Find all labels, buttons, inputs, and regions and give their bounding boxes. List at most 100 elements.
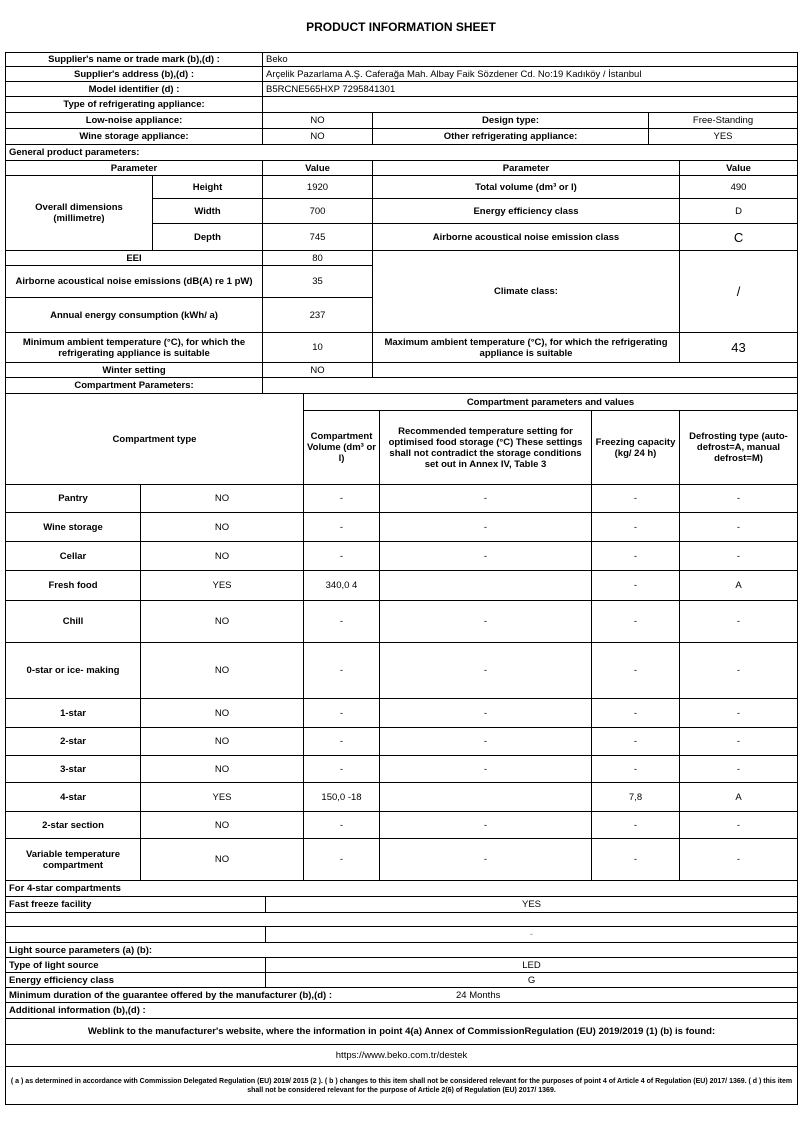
compartment-volume: - xyxy=(303,512,380,542)
compartment-defrost: - xyxy=(679,600,798,643)
footnote: ( a ) as determined in accordance with C… xyxy=(4,1066,799,1105)
light-eec-label: Energy efficiency class xyxy=(5,972,266,988)
compartment-present: NO xyxy=(140,727,304,756)
model-label: Model identifier (d) : xyxy=(5,81,263,97)
total-volume-value: 490 xyxy=(678,175,799,199)
compartment-temperature: - xyxy=(379,642,592,699)
value-header-2: Value xyxy=(678,160,799,176)
width-value: 700 xyxy=(262,198,373,224)
compartment-row: Fresh food YES 340,0 4 -A xyxy=(5,570,798,601)
param-header-2: Parameter xyxy=(372,160,680,176)
compartment-defrost: - xyxy=(679,811,798,839)
winter-setting-label: Winter setting xyxy=(5,362,263,378)
additional-table: For 4-star compartments Fast freeze faci… xyxy=(4,880,799,1105)
weblink-label: Weblink to the manufacturer's website, w… xyxy=(4,1018,799,1045)
compartment-present: NO xyxy=(140,642,304,699)
noise-class-label: Airborne acoustical noise emission class xyxy=(372,223,680,251)
compartment-name: Wine storage xyxy=(5,512,141,542)
compartment-name: 4-star xyxy=(5,782,141,812)
compartment-freezing: - xyxy=(591,570,680,601)
compartment-present: NO xyxy=(140,811,304,839)
compartment-name: Chill xyxy=(5,600,141,643)
compartment-freezing: - xyxy=(591,541,680,571)
compartment-row: Wine storage NO - - - - xyxy=(5,512,798,542)
compartment-name: Fresh food xyxy=(5,570,141,601)
compartment-row: 2-star NO - - - - xyxy=(5,727,798,756)
compartment-row: Chill NO - - - - xyxy=(5,600,798,643)
noise-class-value: C xyxy=(678,223,799,251)
depth-value: 745 xyxy=(262,223,373,251)
temperature-header: Recommended temperature setting for opti… xyxy=(379,410,592,485)
compartment-freezing: - xyxy=(591,755,680,783)
compartment-present: NO xyxy=(140,512,304,542)
compartment-temperature: - xyxy=(379,484,592,513)
param-header: Parameter xyxy=(5,160,263,176)
guarantee-value: 24 Months xyxy=(456,990,501,1001)
supplier-and-general-table: Supplier's name or trade mark (b),(d) :B… xyxy=(4,52,799,394)
guarantee-label: Minimum duration of the guarantee offere… xyxy=(9,990,333,1001)
compartment-freezing: - xyxy=(591,838,680,881)
compartment-volume: - xyxy=(303,600,380,643)
compartment-freezing: 7,8 xyxy=(591,782,680,812)
compartment-name: 1-star xyxy=(5,698,141,728)
compartment-temperature: - xyxy=(379,541,592,571)
low-noise-value: NO xyxy=(262,112,373,129)
compartment-defrost: - xyxy=(679,838,798,881)
compartment-row: 0-star or ice- making NO - - - - xyxy=(5,642,798,699)
eei-value: 80 xyxy=(262,250,373,266)
compartment-defrost: - xyxy=(679,698,798,728)
compartment-volume: - xyxy=(303,811,380,839)
value-header: Value xyxy=(262,160,373,176)
general-params-label: General product parameters: xyxy=(4,144,799,161)
compartment-freezing: - xyxy=(591,600,680,643)
additional-info-label: Additional information (b),(d) : xyxy=(4,1002,799,1019)
compartment-present: NO xyxy=(140,600,304,643)
compartment-present: YES xyxy=(140,782,304,812)
compartment-freezing: - xyxy=(591,512,680,542)
compartment-present: NO xyxy=(140,484,304,513)
light-type-label: Type of light source xyxy=(5,957,266,973)
compartment-params-label: Compartment Parameters: xyxy=(5,377,263,394)
compartment-temperature: - xyxy=(379,727,592,756)
height-value: 1920 xyxy=(262,175,373,199)
compartment-row: 4-star YES 150,0 -18 7,8 A xyxy=(5,782,798,812)
width-label: Width xyxy=(152,198,263,224)
other-appliance-label: Other refrigerating appliance: xyxy=(372,128,649,145)
compartment-defrost: A xyxy=(679,782,798,812)
compartment-volume: - xyxy=(303,541,380,571)
fast-freeze-value: YES xyxy=(264,896,799,913)
compartment-name: Cellar xyxy=(5,541,141,571)
compartment-row: 2-star section NO - - - - xyxy=(5,811,798,839)
compartment-present: YES xyxy=(140,570,304,601)
compartment-temperature: - xyxy=(379,600,592,643)
compartment-name: 2-star section xyxy=(5,811,141,839)
eec-value: D xyxy=(678,198,799,224)
compartment-temperature: - xyxy=(379,838,592,881)
compartment-row: 3-star NO - - - - xyxy=(5,755,798,783)
compartment-name: 2-star xyxy=(5,727,141,756)
volume-header: Compartment Volume (dm³ or l) xyxy=(303,410,380,485)
appliance-type-label: Type of refrigerating appliance: xyxy=(5,96,263,113)
compartment-defrost: A xyxy=(679,570,798,601)
compartment-type-header: Compartment type xyxy=(5,393,304,485)
wine-storage-value: NO xyxy=(262,128,373,145)
max-ambient-label: Maximum ambient temperature (°C), for wh… xyxy=(372,332,680,363)
four-star-label: For 4-star compartments xyxy=(4,880,799,897)
compartment-name: Variable temperature compartment xyxy=(5,838,141,881)
compartment-defrost: - xyxy=(679,541,798,571)
compartment-temperature: - xyxy=(379,811,592,839)
supplier-name-label: Supplier's name or trade mark (b),(d) : xyxy=(5,52,263,67)
compartment-volume: - xyxy=(303,838,380,881)
manufacturer-url[interactable]: https://www.beko.com.tr/destek xyxy=(4,1044,799,1067)
compartment-present: NO xyxy=(140,838,304,881)
compartment-name: Pantry xyxy=(5,484,141,513)
eec-label: Energy efficiency class xyxy=(372,198,680,224)
compartment-defrost: - xyxy=(679,484,798,513)
climate-class-value: / xyxy=(678,250,799,333)
compartment-temperature xyxy=(379,782,592,812)
compartment-volume: - xyxy=(303,755,380,783)
compartment-present: NO xyxy=(140,698,304,728)
compartment-temperature xyxy=(379,570,592,601)
design-type-value: Free-Standing xyxy=(647,112,799,129)
low-noise-label: Low-noise appliance: xyxy=(5,112,263,129)
